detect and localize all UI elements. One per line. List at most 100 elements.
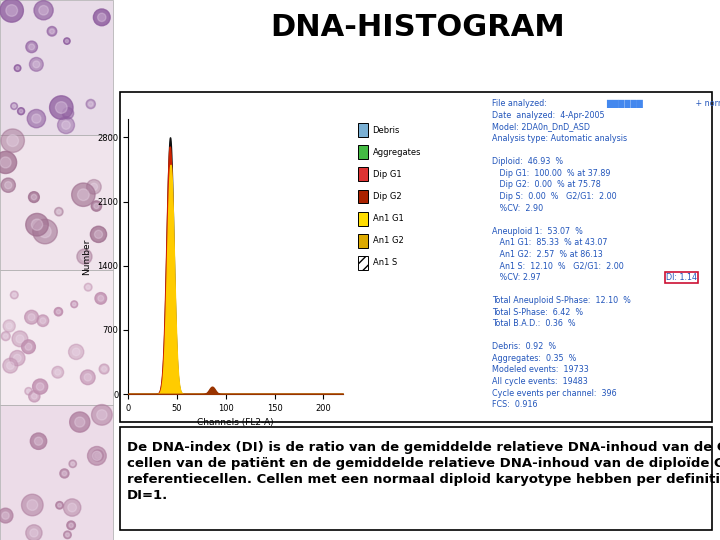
Circle shape <box>88 447 107 465</box>
Text: %CV: 2.97: %CV: 2.97 <box>492 273 546 282</box>
Text: Date  analyzed:  4-Apr-2005: Date analyzed: 4-Apr-2005 <box>492 111 605 120</box>
Circle shape <box>3 358 18 373</box>
Circle shape <box>6 135 19 146</box>
Circle shape <box>56 502 63 509</box>
Circle shape <box>56 309 60 314</box>
Text: Cycle events per channel:  396: Cycle events per channel: 396 <box>492 389 616 397</box>
Circle shape <box>63 499 81 516</box>
Circle shape <box>77 249 92 264</box>
Circle shape <box>29 192 40 202</box>
Circle shape <box>6 323 12 329</box>
Circle shape <box>81 370 95 384</box>
Text: An1 G1:  85.33  % at 43.07: An1 G1: 85.33 % at 43.07 <box>492 238 608 247</box>
Circle shape <box>14 354 21 362</box>
Circle shape <box>0 151 17 173</box>
Bar <box>358 212 368 226</box>
Circle shape <box>66 39 68 43</box>
Text: cellen van de patiënt en de gemiddelde relatieve DNA-inhoud van de diploïde G1-: cellen van de patiënt en de gemiddelde r… <box>127 457 720 470</box>
Text: Debris:  0.92  %: Debris: 0.92 % <box>492 342 556 352</box>
Circle shape <box>32 394 37 399</box>
Circle shape <box>91 404 112 425</box>
Y-axis label: Number: Number <box>83 238 91 275</box>
Bar <box>0 405 113 540</box>
Circle shape <box>66 111 71 116</box>
Circle shape <box>1 178 15 192</box>
Circle shape <box>50 29 55 33</box>
Text: Dip S:  0.00  %   G2/G1:  2.00: Dip S: 0.00 % G2/G1: 2.00 <box>492 192 616 201</box>
Text: Modeled events:  19733: Modeled events: 19733 <box>492 366 589 374</box>
Text: All cycle events:  19483: All cycle events: 19483 <box>492 377 588 386</box>
Circle shape <box>52 366 63 378</box>
Bar <box>358 190 368 204</box>
Circle shape <box>12 331 28 347</box>
Circle shape <box>72 348 80 356</box>
Circle shape <box>91 201 102 211</box>
Circle shape <box>55 102 67 113</box>
Circle shape <box>35 437 42 445</box>
Text: Total Aneuploid S-Phase:  12.10  %: Total Aneuploid S-Phase: 12.10 % <box>492 296 631 305</box>
Circle shape <box>37 315 49 327</box>
Circle shape <box>3 320 15 332</box>
Text: FCS:  0.916: FCS: 0.916 <box>492 400 538 409</box>
Text: Total S-Phase:  6.42  %: Total S-Phase: 6.42 % <box>492 308 583 316</box>
Circle shape <box>86 99 95 109</box>
Circle shape <box>11 103 17 110</box>
X-axis label: Channels (FL2-A): Channels (FL2-A) <box>197 418 274 427</box>
Circle shape <box>24 310 38 324</box>
Circle shape <box>78 189 89 200</box>
Circle shape <box>22 340 35 354</box>
Text: An1 S:  12.10  %   G2/G1:  2.00: An1 S: 12.10 % G2/G1: 2.00 <box>492 261 624 271</box>
Circle shape <box>60 469 69 478</box>
Bar <box>358 234 368 248</box>
Bar <box>358 145 368 159</box>
Circle shape <box>67 521 76 530</box>
Circle shape <box>0 0 23 22</box>
Circle shape <box>72 183 95 206</box>
Text: Aggregates: Aggregates <box>372 148 421 157</box>
Circle shape <box>29 44 35 50</box>
Bar <box>0 0 113 135</box>
Circle shape <box>50 96 73 119</box>
Text: Dip G1:  100.00  % at 37.89: Dip G1: 100.00 % at 37.89 <box>492 169 611 178</box>
Circle shape <box>63 531 71 538</box>
Circle shape <box>75 417 85 427</box>
Circle shape <box>94 9 110 26</box>
Circle shape <box>62 121 71 130</box>
Circle shape <box>68 503 76 512</box>
Circle shape <box>39 225 51 238</box>
Circle shape <box>30 529 38 537</box>
Circle shape <box>26 213 48 236</box>
Circle shape <box>39 5 48 15</box>
Circle shape <box>26 525 42 540</box>
Circle shape <box>32 379 48 394</box>
Circle shape <box>0 157 11 168</box>
Circle shape <box>4 181 12 189</box>
Circle shape <box>6 362 14 369</box>
Circle shape <box>73 302 76 306</box>
Text: Debris: Debris <box>372 126 400 134</box>
Circle shape <box>54 308 63 316</box>
Circle shape <box>29 390 40 402</box>
Circle shape <box>71 301 78 308</box>
Circle shape <box>27 500 37 510</box>
Bar <box>358 167 368 181</box>
Circle shape <box>16 335 24 343</box>
Circle shape <box>12 293 17 297</box>
Circle shape <box>27 110 45 128</box>
Text: DI: 1.14: DI: 1.14 <box>666 273 697 282</box>
Text: DI=1.: DI=1. <box>127 489 168 502</box>
Circle shape <box>66 533 69 537</box>
Circle shape <box>28 314 35 321</box>
Circle shape <box>19 110 23 113</box>
Circle shape <box>32 219 58 244</box>
Circle shape <box>27 389 30 393</box>
Text: An1 G1: An1 G1 <box>372 214 403 223</box>
Circle shape <box>84 284 92 291</box>
Text: Model: 2DA0n_DnD_ASD: Model: 2DA0n_DnD_ASD <box>492 123 590 132</box>
Circle shape <box>6 5 17 16</box>
Circle shape <box>98 13 106 22</box>
Circle shape <box>69 460 76 468</box>
Circle shape <box>22 494 43 516</box>
Circle shape <box>55 207 63 216</box>
Circle shape <box>36 383 44 390</box>
